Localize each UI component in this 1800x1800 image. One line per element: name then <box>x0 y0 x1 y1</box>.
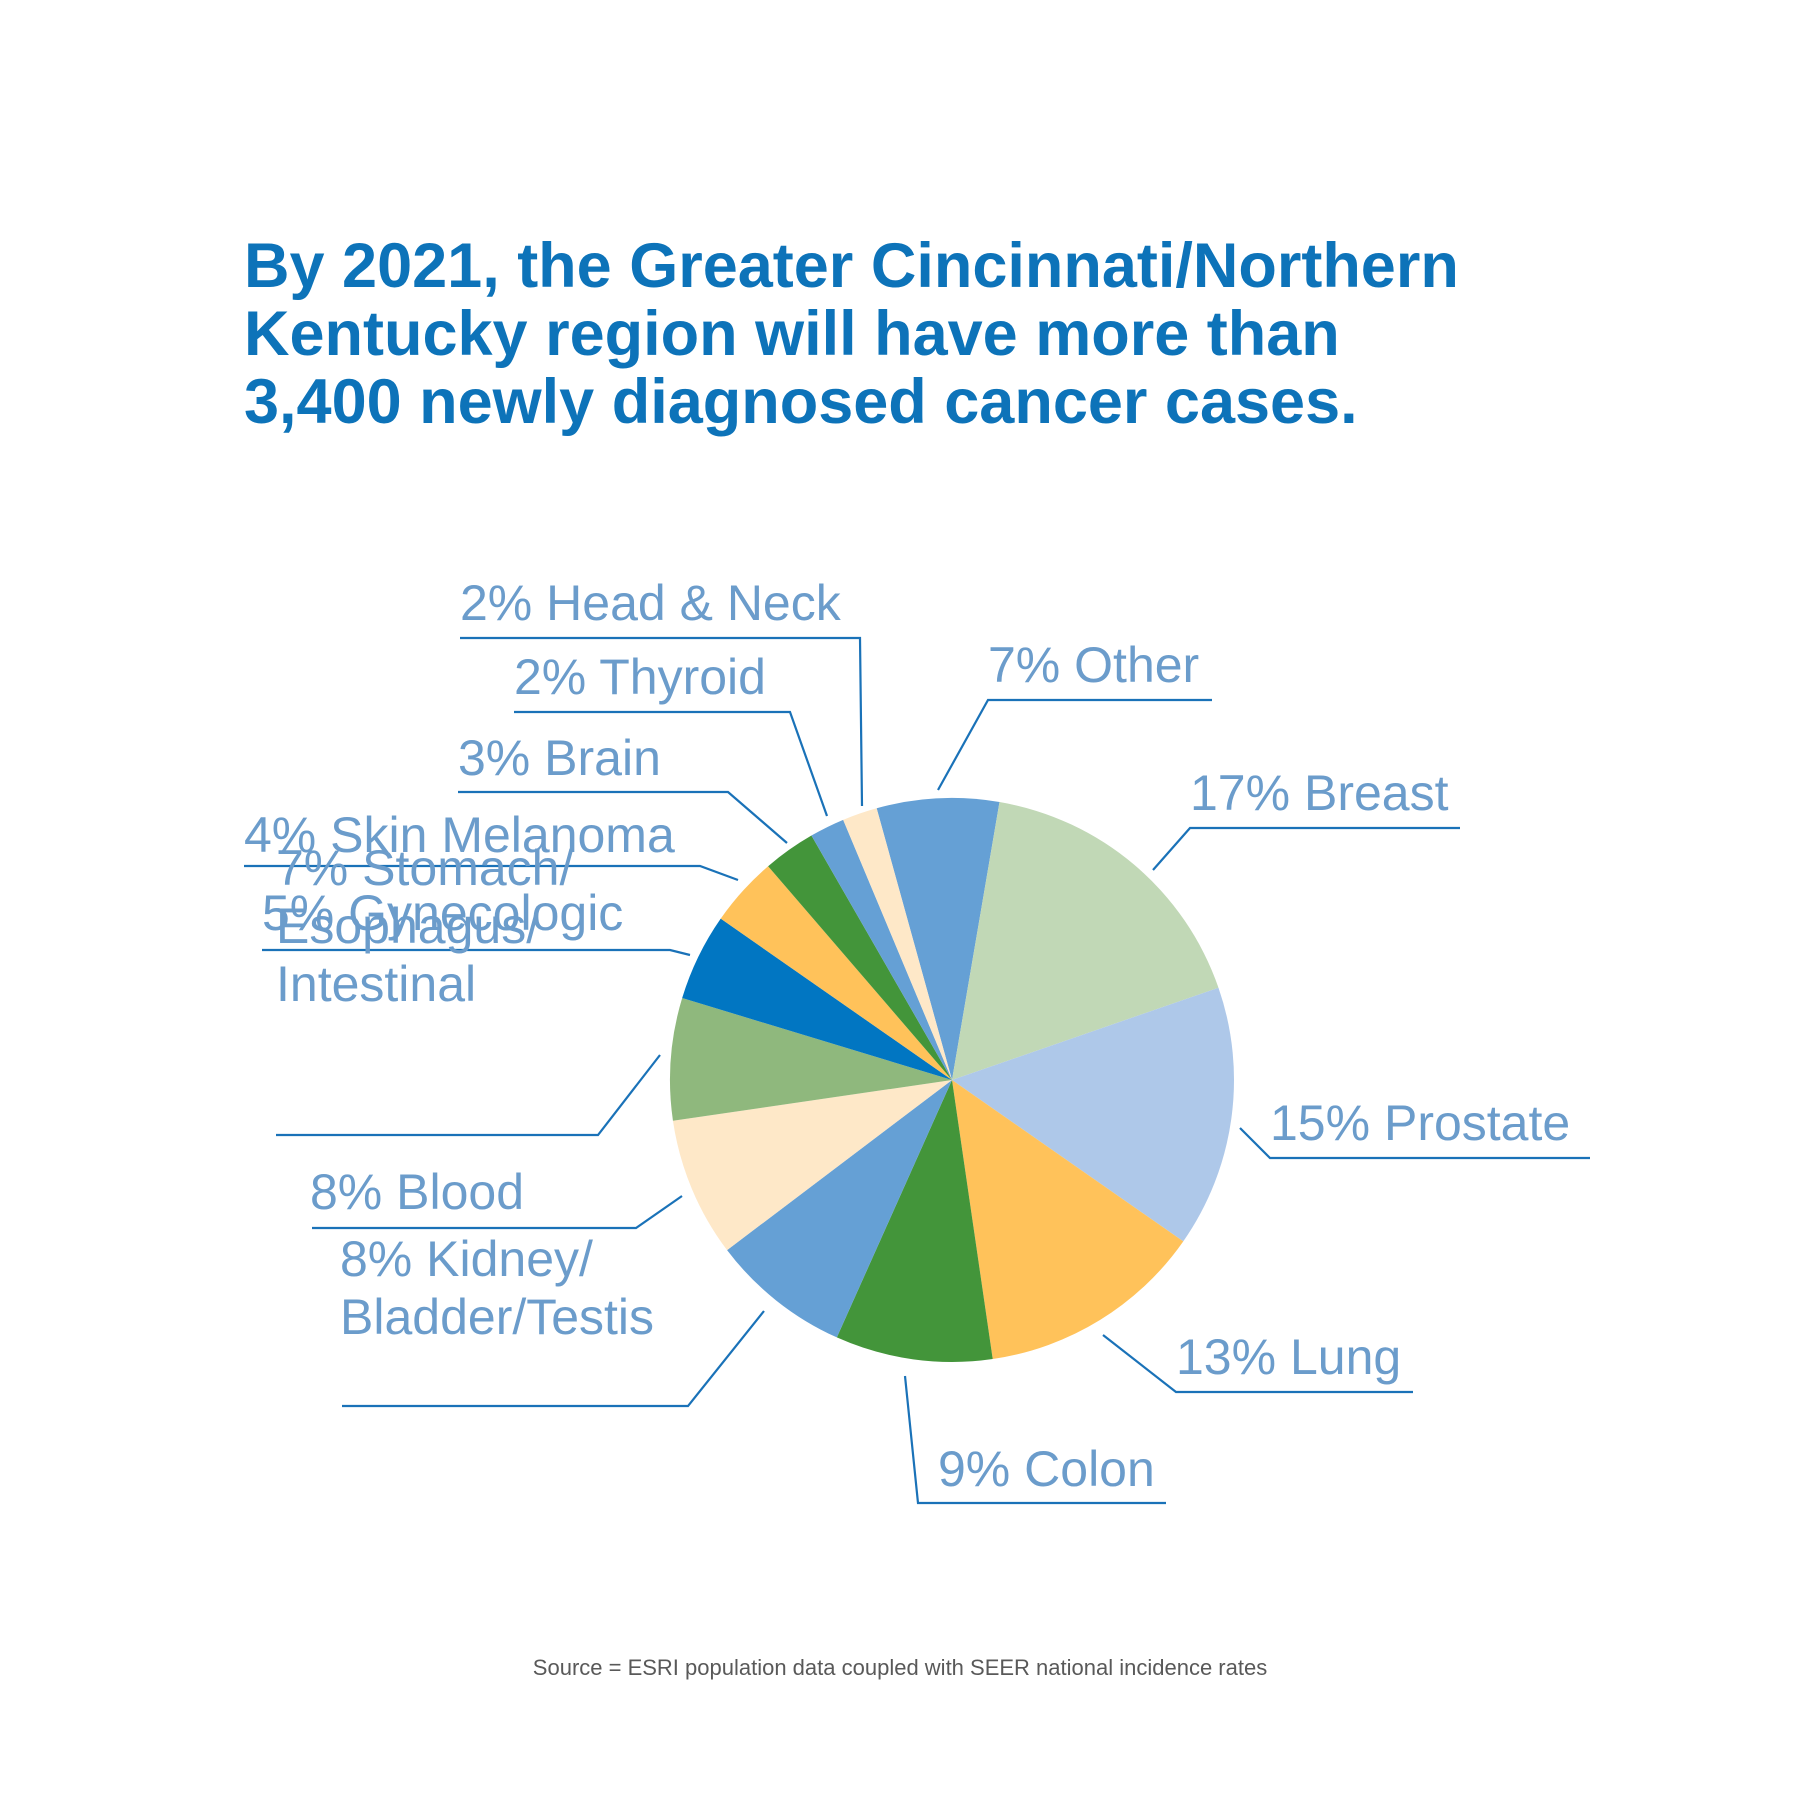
leader-line-breast <box>1152 826 1460 871</box>
leader-line-lung <box>1102 1334 1413 1394</box>
slice-labels: 7% Other 17% Breast 15% Prostate 13% Lung 9%… <box>244 575 1570 1497</box>
pie-slice-colon <box>836 1080 993 1363</box>
slice-label-prostate: 15% Prostate <box>1270 1095 1570 1151</box>
leader-line-blood <box>312 1195 683 1230</box>
pie-slice-brain <box>768 835 952 1080</box>
pie-slice-skin-melanoma <box>720 866 952 1080</box>
title-line-3: 3,400 newly diagnosed cancer cases. <box>244 367 1358 437</box>
pie-slice-head-and-neck <box>843 808 952 1080</box>
pie-slice-prostate <box>952 987 1235 1242</box>
leader-line-kidney-bladder-testis <box>342 1310 765 1408</box>
slice-label-kidney-bladder-testis-line-1: 8% Kidney/ <box>340 1231 593 1287</box>
leader-line-head-and-neck <box>460 636 864 807</box>
slice-label-skin-melanoma: 4% Skin Melanoma <box>244 807 675 863</box>
slice-label-blood: 8% Blood <box>310 1164 524 1220</box>
slice-label-kidney-bladder-testis-line-2: Bladder/Testis <box>340 1289 654 1345</box>
pie-slice-other <box>876 798 1000 1080</box>
leader-line-colon <box>903 1375 1166 1505</box>
pie-slice-stomach-esophagus-intestinal <box>669 998 952 1121</box>
source-note: Source = ESRI population data coupled wi… <box>532 1655 1268 1680</box>
pie-slice-lung <box>952 1080 1184 1360</box>
chart-title: By 2021, the Greater Cincinnati/Northern… <box>244 232 1644 436</box>
pie-slice-kidney-bladder-testis <box>727 1080 952 1338</box>
leader-line-brain <box>458 790 788 844</box>
pie-slice-gynecologic <box>682 918 952 1080</box>
leader-line-stomach-esophagus-intestinal <box>276 1054 661 1137</box>
slice-label-thyroid: 2% Thyroid <box>514 649 766 705</box>
leader-lines <box>244 636 1590 1505</box>
leader-line-prostate <box>1239 1127 1590 1160</box>
leader-line-thyroid <box>514 710 829 817</box>
title-line-2: Kentucky region will have more than <box>244 299 1340 369</box>
slice-label-other: 7% Other <box>988 637 1199 693</box>
slice-label-gynecologic: 5% Gynecologic <box>262 885 623 941</box>
leader-line-other <box>937 698 1212 791</box>
slice-label-colon: 9% Colon <box>938 1441 1155 1497</box>
pie-slice-thyroid <box>811 819 952 1080</box>
pie-slices <box>669 798 1235 1363</box>
slice-label-breast: 17% Breast <box>1190 765 1449 821</box>
slice-label-head-and-neck: 2% Head & Neck <box>460 575 842 631</box>
leader-line-skin-melanoma <box>244 864 739 882</box>
slice-label-stomach-esophagus-intestinal-line-1: 7% Stomach/ <box>276 840 573 896</box>
slice-label-stomach-esophagus-intestinal-line-2: Esophagus/ <box>276 898 540 954</box>
title-line-1: By 2021, the Greater Cincinnati/Northern <box>244 231 1459 301</box>
slice-label-stomach-esophagus-intestinal-line-3: Intestinal <box>276 956 476 1012</box>
pie-slice-blood <box>672 1080 952 1251</box>
slice-label-lung: 13% Lung <box>1176 1329 1401 1385</box>
leader-line-gynecologic <box>262 948 691 957</box>
slice-label-brain: 3% Brain <box>458 730 661 786</box>
pie-slice-breast <box>952 802 1219 1080</box>
